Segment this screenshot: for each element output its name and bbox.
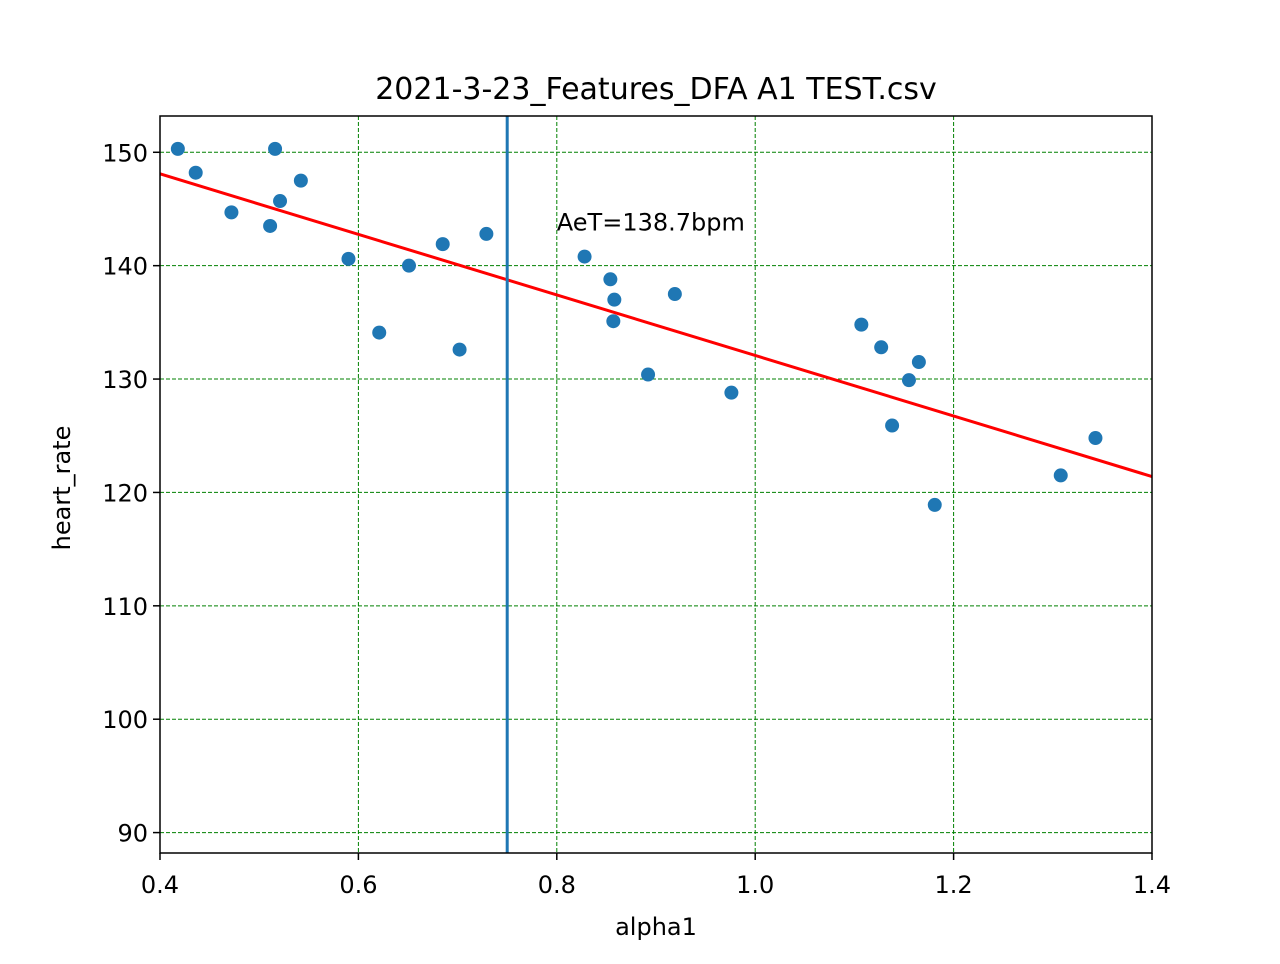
y-tick-label: 110 xyxy=(102,593,148,621)
plot-frame xyxy=(159,115,1153,854)
data-point xyxy=(724,385,739,400)
data-point xyxy=(577,249,592,264)
data-point xyxy=(170,141,185,156)
data-point xyxy=(273,194,288,209)
data-point xyxy=(911,355,926,370)
data-point xyxy=(927,497,942,512)
data-point xyxy=(263,218,278,233)
data-point xyxy=(885,418,900,433)
y-tick-label: 150 xyxy=(102,139,148,167)
y-tick-label: 140 xyxy=(102,253,148,281)
data-point xyxy=(435,237,450,252)
x-tick-label: 1.2 xyxy=(935,871,973,899)
data-point xyxy=(641,367,656,382)
data-point xyxy=(401,258,416,273)
data-point xyxy=(1088,431,1103,446)
x-tick-label: 0.4 xyxy=(141,871,179,899)
data-point xyxy=(479,226,494,241)
data-point xyxy=(372,325,387,340)
aet-annotation: AeT=138.7bpm xyxy=(557,208,745,236)
data-point xyxy=(854,317,869,332)
x-tick-label: 0.6 xyxy=(339,871,377,899)
x-tick-label: 1.0 xyxy=(736,871,774,899)
y-tick-label: 120 xyxy=(102,479,148,507)
x-tick-label: 0.8 xyxy=(538,871,576,899)
data-point xyxy=(452,342,467,357)
data-point xyxy=(874,340,889,355)
data-point xyxy=(341,251,356,266)
data-point xyxy=(1053,468,1068,483)
chart-title: 2021-3-23_Features_DFA A1 TEST.csv xyxy=(375,72,937,107)
data-point xyxy=(268,141,283,156)
data-point xyxy=(188,165,203,180)
y-tick-label: 130 xyxy=(102,366,148,394)
regression-line xyxy=(159,172,1153,478)
y-tick-label: 100 xyxy=(102,706,148,734)
data-point xyxy=(293,173,308,188)
x-tick-label: 1.4 xyxy=(1133,871,1171,899)
data-point xyxy=(667,287,682,302)
data-point xyxy=(224,205,239,220)
y-tick-label: 90 xyxy=(117,820,148,848)
data-point xyxy=(607,292,622,307)
y-axis-label: heart_rate xyxy=(48,426,76,551)
x-axis-label: alpha1 xyxy=(615,913,697,941)
data-point xyxy=(606,314,621,329)
data-point xyxy=(901,373,916,388)
data-point xyxy=(603,272,618,287)
